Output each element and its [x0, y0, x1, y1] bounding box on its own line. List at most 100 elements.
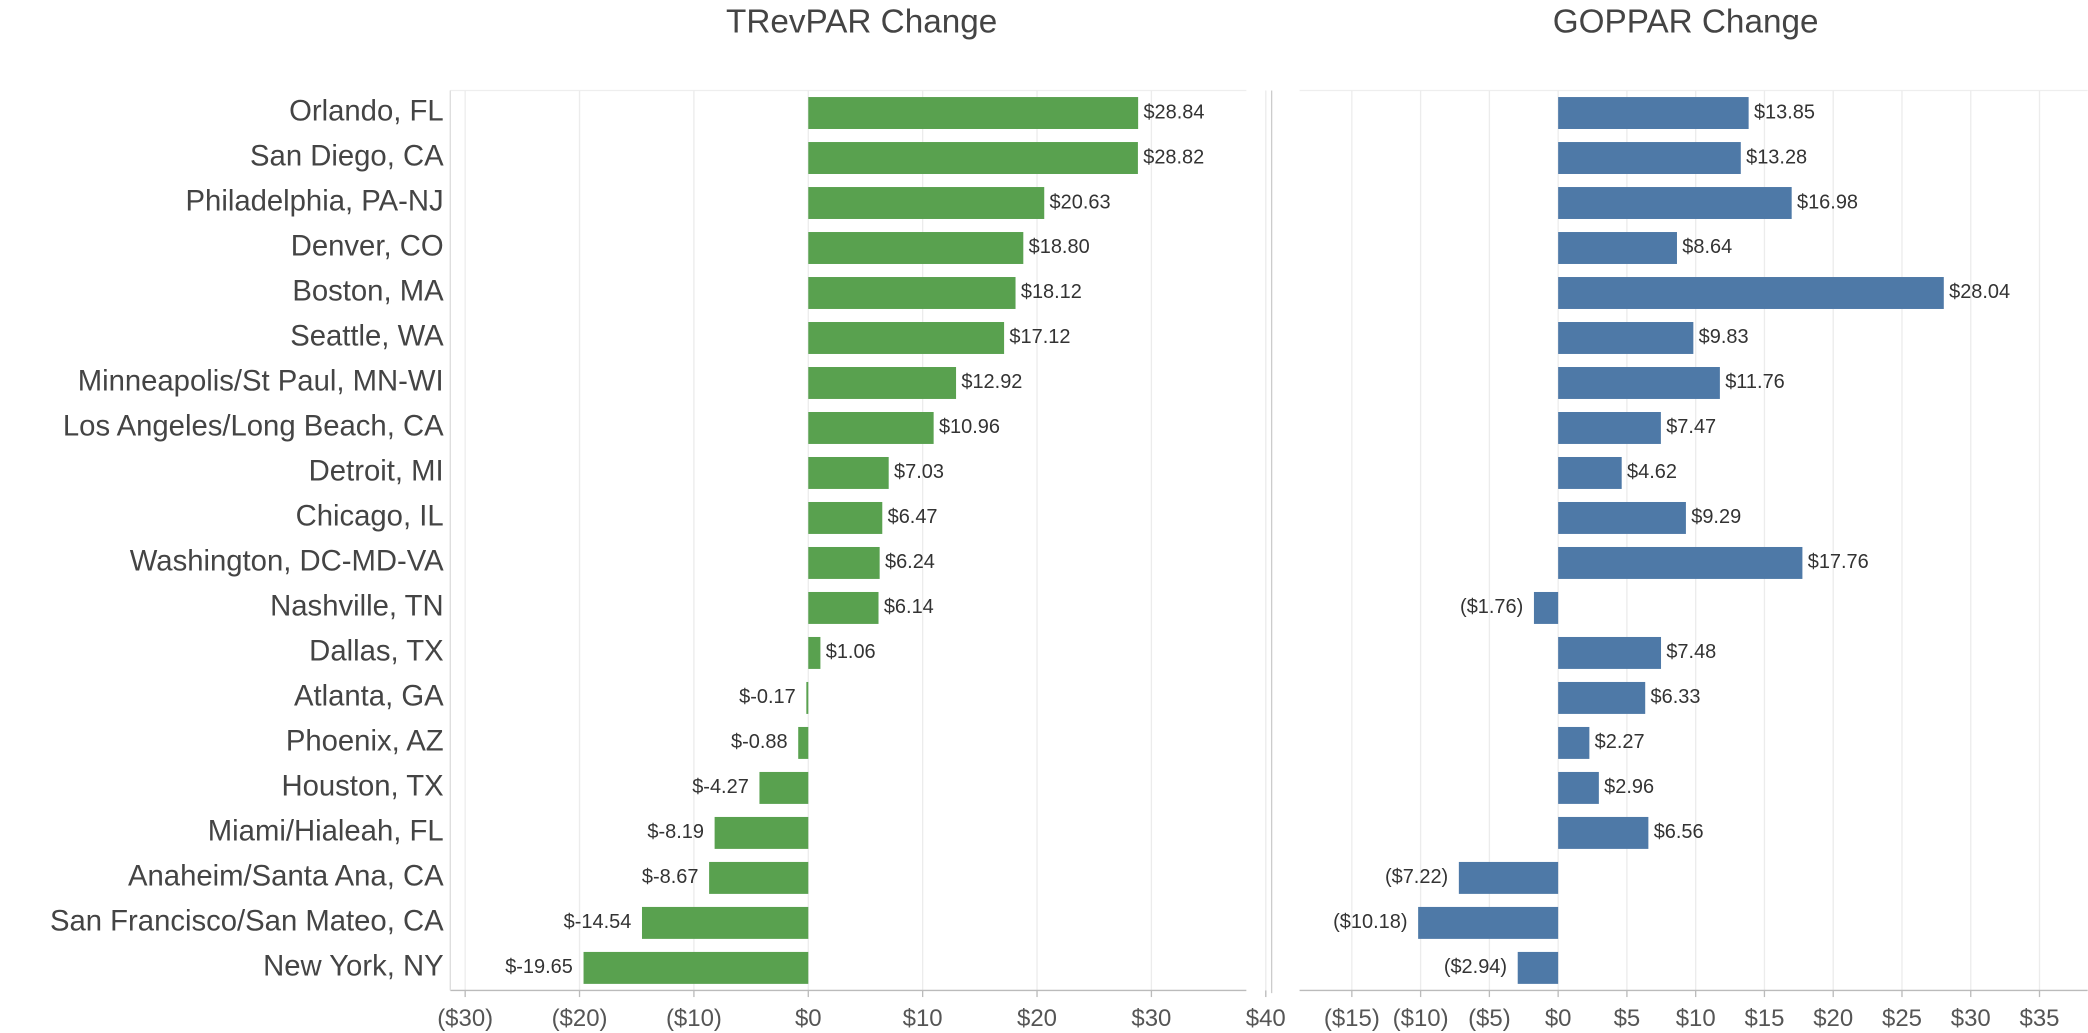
bar	[1558, 412, 1661, 444]
value-label: $18.80	[1029, 236, 1090, 258]
x-tick-label: ($20)	[552, 1005, 608, 1032]
bar	[641, 906, 809, 939]
value-label: $6.56	[1654, 821, 1704, 843]
value-label: $-19.65	[505, 956, 573, 978]
chart-title: TRevPAR Change	[726, 4, 997, 41]
bar	[1558, 816, 1649, 849]
value-label: $7.03	[894, 461, 944, 483]
value-label: $7.48	[1666, 641, 1716, 663]
value-label: $7.47	[1666, 416, 1716, 438]
value-label: $9.29	[1691, 506, 1741, 528]
value-label: ($1.76)	[1460, 596, 1523, 618]
category-label: Phoenix, AZ	[286, 725, 444, 758]
value-label: $-4.27	[692, 776, 749, 798]
bar	[1558, 636, 1662, 669]
category-label: Orlando, FL	[289, 95, 444, 128]
x-tick-label: $5	[1614, 1005, 1641, 1032]
bar	[1558, 367, 1720, 399]
value-label: $28.82	[1143, 146, 1204, 168]
bar	[808, 322, 1005, 354]
bar	[808, 142, 1138, 174]
value-label: $16.98	[1797, 191, 1858, 213]
bar	[808, 277, 1016, 309]
bar	[1533, 591, 1559, 624]
bar	[1558, 187, 1792, 219]
x-tick-label: ($5)	[1468, 1005, 1511, 1032]
value-label: $2.27	[1595, 731, 1645, 753]
value-label: $6.24	[885, 551, 935, 573]
bar	[808, 367, 957, 399]
category-label: Chicago, IL	[296, 500, 444, 533]
chart-title: GOPPAR Change	[1553, 4, 1819, 41]
category-label: Dallas, TX	[309, 635, 443, 668]
category-label: Denver, CO	[291, 230, 444, 263]
bar	[808, 456, 889, 489]
category-label: Nashville, TN	[270, 590, 443, 623]
value-label: $-0.88	[731, 731, 788, 753]
value-label: $17.12	[1009, 326, 1070, 348]
category-label: Houston, TX	[281, 770, 443, 803]
category-label: Miami/Hialeah, FL	[208, 815, 444, 848]
value-label: $11.76	[1725, 371, 1785, 393]
value-label: ($2.94)	[1444, 956, 1507, 978]
bar	[1558, 232, 1677, 264]
value-label: $-8.19	[647, 821, 704, 843]
bar	[1558, 771, 1599, 804]
value-label: $-14.54	[564, 911, 632, 933]
x-tick-label: $10	[903, 1005, 943, 1032]
x-tick-label: $40	[1246, 1005, 1286, 1032]
bar	[1418, 906, 1559, 939]
bar	[808, 591, 879, 624]
bar	[1558, 501, 1686, 534]
category-label: Atlanta, GA	[294, 680, 444, 713]
x-tick-label: ($30)	[437, 1005, 493, 1032]
category-label: Philadelphia, PA-NJ	[186, 185, 444, 218]
bar	[759, 771, 809, 804]
x-tick-label: ($10)	[666, 1005, 722, 1032]
x-tick-label: $15	[1744, 1005, 1784, 1032]
value-label: $6.14	[884, 596, 934, 618]
value-label: $20.63	[1050, 191, 1111, 213]
category-label: Minneapolis/St Paul, MN-WI	[78, 365, 444, 398]
value-label: $4.62	[1627, 461, 1677, 483]
bar	[808, 187, 1045, 219]
bar	[1558, 142, 1741, 174]
category-label: Washington, DC-MD-VA	[130, 545, 444, 578]
bar	[583, 951, 809, 984]
value-label: $-0.17	[739, 686, 796, 708]
x-tick-label: $20	[1813, 1005, 1853, 1032]
x-tick-label: $20	[1017, 1005, 1057, 1032]
value-label: ($10.18)	[1333, 911, 1407, 933]
value-label: $6.33	[1651, 686, 1701, 708]
bar	[808, 97, 1139, 129]
value-label: $17.76	[1808, 551, 1869, 573]
category-label: Anaheim/Santa Ana, CA	[128, 860, 444, 893]
category-label: New York, NY	[263, 950, 444, 983]
x-tick-label: ($15)	[1324, 1005, 1380, 1032]
category-label: San Francisco/San Mateo, CA	[50, 905, 444, 938]
bar	[1558, 97, 1749, 129]
value-label: ($7.22)	[1385, 866, 1448, 888]
bar	[1558, 546, 1803, 579]
category-label: Los Angeles/Long Beach, CA	[63, 410, 444, 443]
x-tick-label: $30	[1951, 1005, 1991, 1032]
x-tick-label: ($10)	[1393, 1005, 1449, 1032]
value-label: $1.06	[826, 641, 876, 663]
x-tick-label: $35	[2020, 1005, 2060, 1032]
x-tick-label: $0	[1545, 1005, 1572, 1032]
category-label: Seattle, WA	[290, 320, 444, 353]
category-label: Boston, MA	[292, 275, 444, 308]
bar	[806, 681, 809, 714]
value-label: $28.84	[1143, 101, 1204, 123]
value-label: $12.92	[961, 371, 1022, 393]
bar	[1558, 277, 1944, 309]
value-label: $13.85	[1754, 101, 1815, 123]
bar	[808, 412, 934, 444]
value-label: $10.96	[939, 416, 1000, 438]
bar	[714, 816, 809, 849]
x-tick-label: $0	[795, 1005, 822, 1032]
category-label: San Diego, CA	[250, 140, 444, 173]
value-label: $9.83	[1699, 326, 1749, 348]
x-tick-label: $10	[1676, 1005, 1716, 1032]
value-label: $8.64	[1682, 236, 1732, 258]
